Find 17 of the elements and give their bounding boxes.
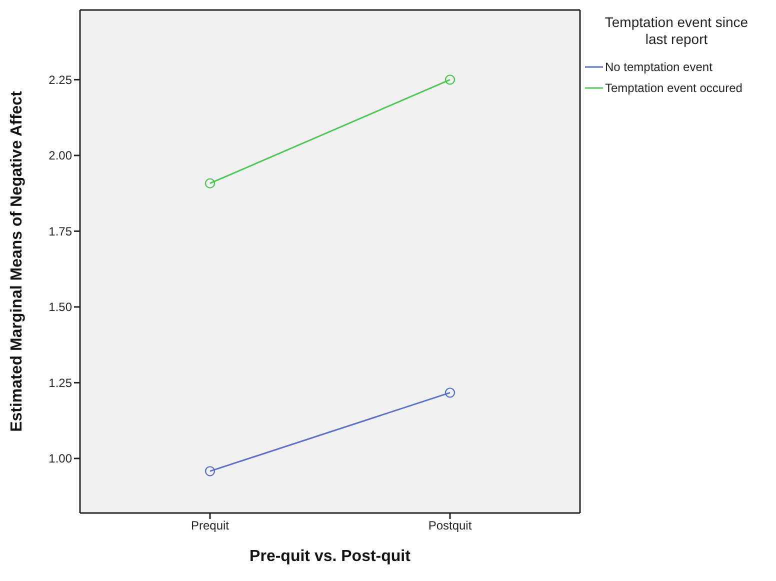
point	[444, 74, 456, 85]
y-axis-title: Estimated Marginal Means of Negative Affect	[8, 90, 26, 432]
legend-label: Temptation event occured	[605, 80, 742, 94]
point	[204, 178, 216, 188]
y-tick-label: 2.25	[48, 72, 72, 87]
y-tick-label: 1.25	[48, 376, 72, 390]
x-tick-label: Prequit	[190, 518, 230, 533]
y-tick-label: 1.75	[48, 224, 72, 238]
x-tick-label: Postquit	[428, 518, 472, 533]
y-tick-label: 1.00	[48, 452, 72, 466]
legend-label: No temptation event	[605, 60, 712, 74]
point	[204, 466, 216, 476]
x-axis-title: Pre-quit vs. Post-quit	[250, 548, 412, 565]
y-tick-label: 2.00	[48, 148, 72, 163]
y-tick-label: 1.50	[48, 300, 72, 314]
legend-title: Temptation event since last report	[604, 14, 750, 48]
point	[444, 388, 456, 398]
